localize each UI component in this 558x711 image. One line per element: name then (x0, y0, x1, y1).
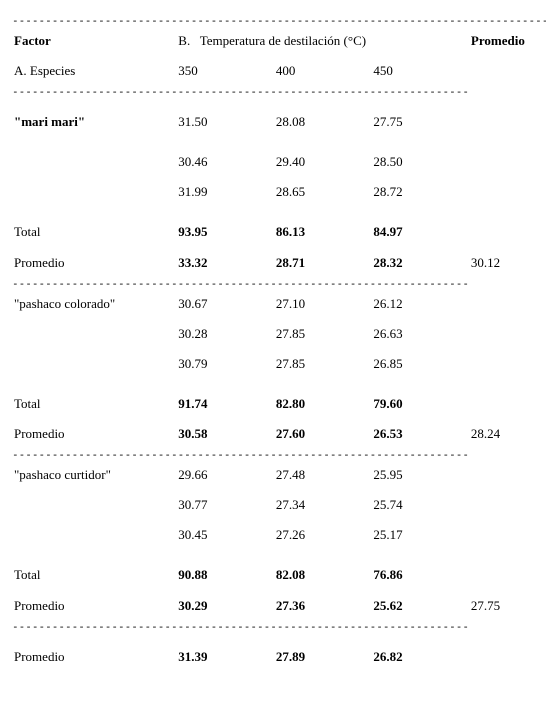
cell: 28.72 (371, 177, 469, 207)
species-row: 31.99 28.65 28.72 (12, 177, 546, 207)
promedio-cell: 26.53 (371, 419, 469, 449)
label-total: Total (14, 567, 41, 582)
cell: 25.17 (371, 520, 469, 550)
footer-cell: 26.82 (371, 642, 469, 672)
species-row: 30.77 27.34 25.74 (12, 490, 546, 520)
label-promedio-header: Promedio (471, 33, 525, 48)
footer-promedio-row: Promedio 31.39 27.89 26.82 (12, 642, 546, 672)
dash-line: ----------------------------------------… (12, 449, 469, 460)
cell: 27.10 (274, 289, 372, 319)
cell: 29.40 (274, 147, 372, 177)
cell: 30.79 (176, 349, 274, 379)
promedio-row: Promedio 30.29 27.36 25.62 27.75 (12, 591, 546, 621)
cell: 28.08 (274, 107, 372, 137)
col-400: 400 (276, 63, 296, 78)
cell: 25.74 (371, 490, 469, 520)
promedio-cell: 28.32 (371, 248, 469, 278)
cell: 27.26 (274, 520, 372, 550)
promedio-cell: 27.36 (274, 591, 372, 621)
promedio-cell: 25.62 (371, 591, 469, 621)
footer-cell: 27.89 (274, 642, 372, 672)
species-row: "pashaco colorado" 30.67 27.10 26.12 (12, 289, 546, 319)
total-row: Total 90.88 82.08 76.86 (12, 560, 546, 590)
header-row-2: A. Especies 350 400 450 (12, 56, 546, 86)
dash-row: ----------------------------------------… (12, 449, 546, 460)
footer-cell: 31.39 (176, 642, 274, 672)
promedio-cell: 33.32 (176, 248, 274, 278)
dash-line: ----------------------------------------… (12, 15, 546, 26)
label-promedio: Promedio (14, 426, 65, 441)
cell: 27.48 (274, 460, 372, 490)
label-promedio: Promedio (14, 598, 65, 613)
label-b: B. (178, 33, 190, 48)
species-row: 30.28 27.85 26.63 (12, 319, 546, 349)
label-btitle: Temperatura de destilación (°C) (200, 33, 366, 48)
promedio-row: Promedio 30.58 27.60 26.53 28.24 (12, 419, 546, 449)
species-name: "mari mari" (14, 114, 85, 129)
label-promedio: Promedio (14, 255, 65, 270)
dash-row: ----------------------------------------… (12, 621, 546, 632)
cell: 27.85 (274, 349, 372, 379)
promedio-cell: 30.58 (176, 419, 274, 449)
cell: 31.99 (176, 177, 274, 207)
label-total: Total (14, 224, 41, 239)
total-cell: 82.80 (274, 389, 372, 419)
species-row: "mari mari" 31.50 28.08 27.75 (12, 107, 546, 137)
cell: 28.50 (371, 147, 469, 177)
total-cell: 86.13 (274, 217, 372, 247)
species-avg: 30.12 (469, 248, 546, 278)
cell: 27.34 (274, 490, 372, 520)
header-row-1: Factor B. Temperatura de destilación (°C… (12, 26, 546, 56)
cell: 30.45 (176, 520, 274, 550)
dash-line: ----------------------------------------… (12, 278, 469, 289)
cell: 25.95 (371, 460, 469, 490)
dash-line: ----------------------------------------… (12, 621, 469, 632)
species-row: "pashaco curtidor" 29.66 27.48 25.95 (12, 460, 546, 490)
destilacion-table: ----------------------------------------… (12, 15, 546, 672)
cell: 30.77 (176, 490, 274, 520)
species-name: "pashaco curtidor" (14, 467, 111, 482)
species-row: 30.46 29.40 28.50 (12, 147, 546, 177)
dash-line: ----------------------------------------… (12, 86, 469, 97)
cell: 28.65 (274, 177, 372, 207)
total-cell: 91.74 (176, 389, 274, 419)
promedio-cell: 27.60 (274, 419, 372, 449)
label-factor: Factor (14, 33, 51, 48)
dash-row: ----------------------------------------… (12, 86, 546, 97)
total-cell: 90.88 (176, 560, 274, 590)
promedio-cell: 28.71 (274, 248, 372, 278)
total-row: Total 93.95 86.13 84.97 (12, 217, 546, 247)
dash-row: ----------------------------------------… (12, 15, 546, 26)
cell: 30.67 (176, 289, 274, 319)
cell: 30.46 (176, 147, 274, 177)
col-350: 350 (178, 63, 198, 78)
total-cell: 76.86 (371, 560, 469, 590)
label-a: A. Especies (14, 63, 75, 78)
species-avg: 27.75 (469, 591, 546, 621)
total-row: Total 91.74 82.80 79.60 (12, 389, 546, 419)
label-total: Total (14, 396, 41, 411)
dash-row: ----------------------------------------… (12, 278, 546, 289)
cell: 26.12 (371, 289, 469, 319)
cell: 26.63 (371, 319, 469, 349)
species-row: 30.45 27.26 25.17 (12, 520, 546, 550)
total-cell: 93.95 (176, 217, 274, 247)
cell: 27.75 (371, 107, 469, 137)
cell: 31.50 (176, 107, 274, 137)
species-avg: 28.24 (469, 419, 546, 449)
total-cell: 84.97 (371, 217, 469, 247)
cell: 26.85 (371, 349, 469, 379)
promedio-row: Promedio 33.32 28.71 28.32 30.12 (12, 248, 546, 278)
col-450: 450 (373, 63, 393, 78)
label-promedio: Promedio (14, 649, 65, 664)
total-cell: 82.08 (274, 560, 372, 590)
cell: 29.66 (176, 460, 274, 490)
total-cell: 79.60 (371, 389, 469, 419)
cell: 30.28 (176, 319, 274, 349)
cell: 27.85 (274, 319, 372, 349)
species-name: "pashaco colorado" (14, 296, 115, 311)
promedio-cell: 30.29 (176, 591, 274, 621)
species-row: 30.79 27.85 26.85 (12, 349, 546, 379)
